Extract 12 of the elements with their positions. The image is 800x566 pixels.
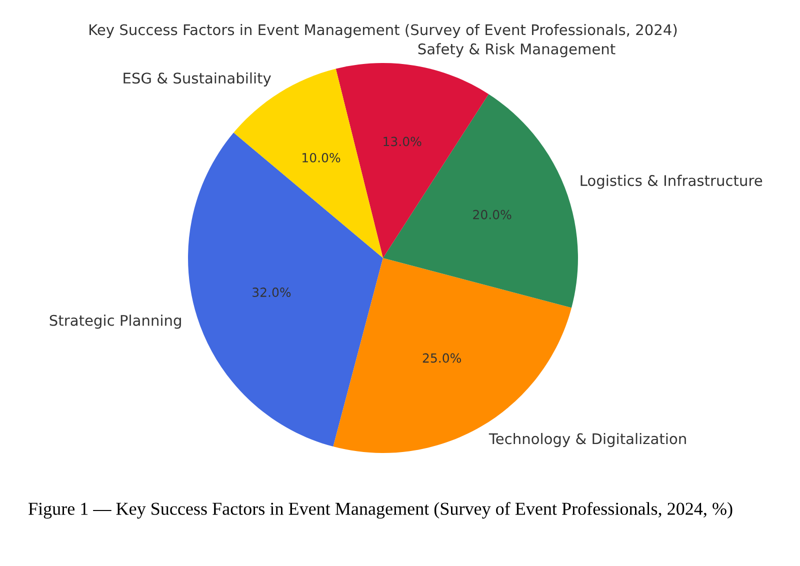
slice-label: Technology & Digitalization bbox=[488, 432, 686, 448]
data-label: 20.0% bbox=[473, 210, 512, 220]
slice-label: Logistics & Infrastructure bbox=[580, 174, 762, 189]
data-label: 10.0% bbox=[302, 152, 340, 162]
data-label: 13.0% bbox=[384, 136, 422, 146]
data-label: 25.0% bbox=[422, 353, 462, 363]
slice-label: ESG & Sustainability bbox=[124, 72, 271, 86]
chart-title: Key Success Factors in Event Management (Survey of Event Professionals, 2024) bbox=[90, 24, 677, 38]
data-label: 32.0% bbox=[252, 288, 291, 298]
caption: Figure 1 — Key Success Factors in Event Management (Survey of Event Professionals, 2024, %) bbox=[28, 502, 732, 519]
slice-label: Strategic Planning bbox=[50, 314, 181, 329]
slice-label: Safety & Risk Management bbox=[418, 43, 616, 58]
